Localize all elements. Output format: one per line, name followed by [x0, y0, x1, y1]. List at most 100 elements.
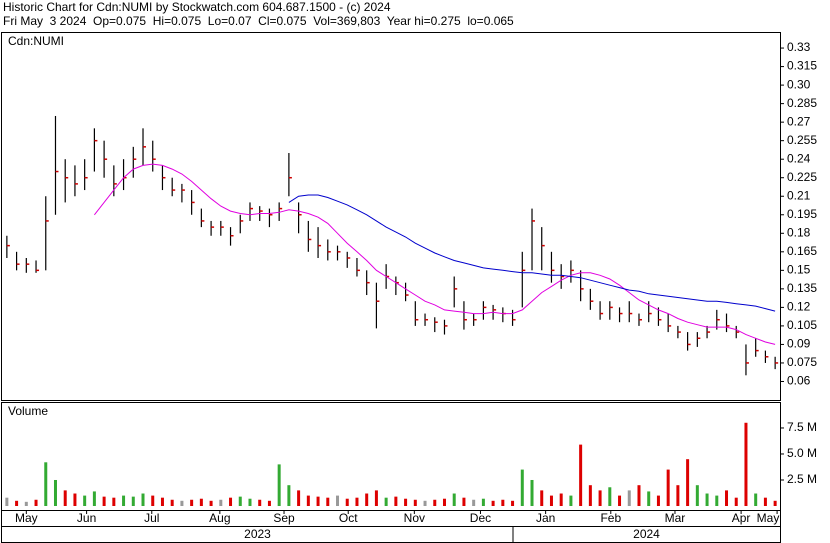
volume-bar — [695, 485, 699, 506]
y-tick-label: 0.27 — [787, 114, 811, 128]
y-tick-label: 0.24 — [787, 151, 811, 165]
y-tick-label: 0.06 — [787, 374, 811, 388]
volume-bar — [297, 490, 301, 506]
x-tick-label: Nov — [404, 511, 425, 525]
volume-bar — [472, 499, 476, 506]
volume-bar — [63, 490, 67, 506]
volume-bar — [462, 497, 466, 506]
x-tick-label: Feb — [600, 511, 621, 525]
volume-bar — [374, 490, 378, 506]
volume-bar — [92, 491, 96, 506]
x-tick-label: Dec — [470, 511, 491, 525]
volume-bar — [559, 493, 563, 506]
volume-bar — [209, 500, 213, 506]
y-tick-label: 0.255 — [787, 133, 817, 147]
x-tick-label: May — [757, 511, 780, 525]
volume-bar — [734, 497, 738, 506]
volume-bar — [647, 491, 651, 506]
volume-bar — [686, 459, 690, 506]
volume-bar — [199, 498, 203, 506]
volume-bar — [170, 499, 174, 506]
y-tick-label: 0.165 — [787, 244, 817, 258]
y-tick-label: 0.105 — [787, 318, 817, 332]
volume-bar — [773, 500, 777, 506]
moving-average — [94, 163, 776, 345]
chart-subtitle: Fri May 3 2024 Op=0.075 Hi=0.075 Lo=0.07… — [3, 14, 514, 28]
volume-bar — [520, 469, 524, 506]
volume-bar — [131, 496, 135, 506]
chart-title: Historic Chart for Cdn:NUMI by Stockwatc… — [3, 0, 391, 14]
x-tick-label: Sep — [273, 511, 295, 525]
volume-bar — [384, 497, 388, 506]
volume-bar — [122, 495, 126, 506]
volume-bar — [53, 479, 57, 506]
x-tick-label: Apr — [732, 511, 751, 525]
x-tick-label: May — [15, 511, 38, 525]
volume-bar — [5, 497, 9, 506]
volume-bar — [579, 444, 583, 506]
y-tick-label: 0.18 — [787, 225, 811, 239]
volume-bar — [306, 495, 310, 506]
volume-bar — [501, 499, 505, 506]
y-tick-label: 0.21 — [787, 188, 811, 202]
volume-bar — [238, 496, 242, 506]
volume-label: Volume — [8, 404, 48, 418]
volume-bar — [34, 499, 38, 506]
volume-bar — [442, 498, 446, 506]
volume-bar — [112, 497, 116, 506]
y-tick-label: 0.195 — [787, 207, 817, 221]
y-tick-label: 0.315 — [787, 59, 817, 73]
volume-y-tick-label: 2.5 M — [787, 472, 817, 486]
year-label: 2024 — [633, 527, 660, 541]
volume-bar — [258, 499, 262, 506]
volume-bar — [569, 495, 573, 506]
volume-bar — [549, 495, 553, 506]
y-tick-label: 0.12 — [787, 300, 811, 314]
volume-bar — [423, 500, 427, 506]
volume-bar — [744, 422, 748, 506]
volume-bar — [627, 490, 631, 506]
volume-bar — [316, 496, 320, 506]
volume-bar — [141, 493, 145, 506]
y-tick-label: 0.285 — [787, 96, 817, 110]
y-tick-label: 0.225 — [787, 170, 817, 184]
volume-bar — [287, 485, 291, 506]
volume-bar — [588, 485, 592, 506]
volume-bar — [491, 500, 495, 506]
volume-bar — [754, 493, 758, 506]
y-tick-label: 0.135 — [787, 281, 817, 295]
volume-bar — [73, 493, 77, 506]
volume-bar — [598, 490, 602, 506]
volume-bar — [540, 490, 544, 506]
x-tick-label: Mar — [665, 511, 686, 525]
volume-bar — [180, 500, 184, 506]
volume-bar — [618, 495, 622, 506]
volume-bar — [404, 498, 408, 506]
volume-bar — [394, 496, 398, 506]
price-panel — [1, 32, 781, 401]
volume-y-tick-label: 7.5 M — [787, 420, 817, 434]
year-label: 2023 — [244, 527, 271, 541]
y-tick-label: 0.075 — [787, 355, 817, 369]
volume-bar — [24, 501, 28, 506]
volume-bar — [608, 487, 612, 506]
volume-bar — [705, 493, 709, 506]
volume-bar — [336, 495, 340, 506]
volume-bar — [452, 493, 456, 506]
volume-bar — [413, 499, 417, 506]
volume-bar — [365, 493, 369, 506]
symbol-label: Cdn:NUMI — [8, 34, 64, 48]
volume-bar — [637, 485, 641, 506]
volume-bar — [530, 479, 534, 506]
volume-bar — [267, 500, 271, 506]
volume-bar — [433, 499, 437, 506]
moving-average — [288, 194, 776, 312]
volume-bar — [160, 497, 164, 506]
x-tick-label: Jun — [77, 511, 96, 525]
volume-y-tick-label: 5.0 M — [787, 446, 817, 460]
x-tick-label: Jan — [536, 511, 555, 525]
volume-bar — [190, 499, 194, 506]
volume-bar — [102, 496, 106, 506]
volume-bar — [355, 497, 359, 506]
